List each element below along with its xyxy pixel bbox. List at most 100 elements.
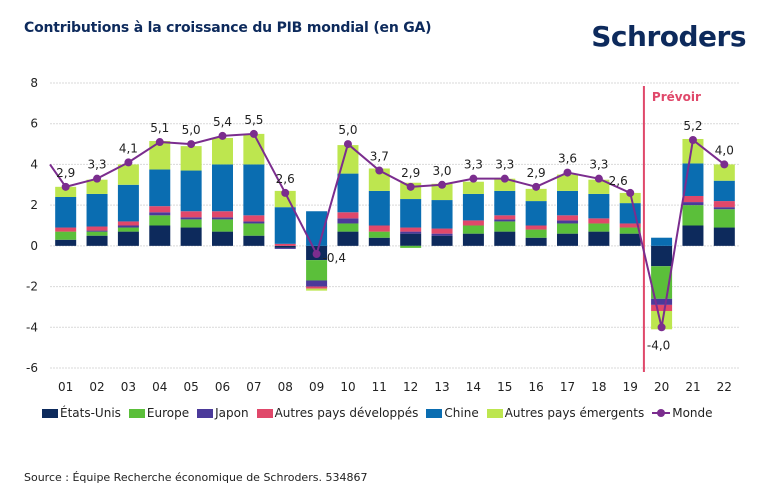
bars xyxy=(55,133,735,330)
bar-segment-chine-14 xyxy=(462,193,484,221)
legend-swatch-icon xyxy=(128,408,145,418)
bar-segment-autres-pays-d-velopp-s-15 xyxy=(494,215,516,220)
bar-segment-japon-03 xyxy=(117,225,139,228)
bar-segment-japon-05 xyxy=(180,217,202,220)
bar-segment-autres-pays-d-velopp-s-16 xyxy=(525,225,547,230)
bar-segment-autres-pays-mergents-04 xyxy=(149,141,171,170)
y-tick-label: 8 xyxy=(30,76,38,90)
world-point-13 xyxy=(438,180,447,189)
bar-segment-autres-pays-mergents-01 xyxy=(55,186,77,197)
bar-segment-autres-pays-mergents-18 xyxy=(588,179,610,194)
bar-segment--tats-unis-21 xyxy=(682,225,704,246)
bar-segment-autres-pays-d-velopp-s-05 xyxy=(180,211,202,218)
y-tick-label: 6 xyxy=(30,117,38,131)
bar-segment-autres-pays-d-velopp-s-20 xyxy=(651,304,673,311)
bar-segment-chine-17 xyxy=(557,190,578,216)
bar-segment--tats-unis-03 xyxy=(117,231,139,246)
legend-swatch-icon xyxy=(256,408,273,418)
x-tick-label: 16 xyxy=(528,380,543,394)
x-tick-label: 05 xyxy=(183,380,198,394)
bar-segment-europe-09 xyxy=(306,260,328,281)
bar-segment-chine-10 xyxy=(337,173,359,213)
world-point-21 xyxy=(688,136,697,144)
legend-line-marker-icon xyxy=(652,408,671,418)
data-label-09: -0,4 xyxy=(323,251,346,265)
world-point-17 xyxy=(563,168,572,177)
x-tick-label: 15 xyxy=(497,380,512,394)
legend-label: Japon xyxy=(215,406,249,420)
bar-segment--tats-unis-15 xyxy=(494,231,516,246)
legend-item-autres-pays-d-velopp-s: Autres pays développés xyxy=(256,406,418,420)
schroders-logo: Schroders xyxy=(591,20,746,53)
x-tick-label: 03 xyxy=(121,380,136,394)
bar-segment-autres-pays-d-velopp-s-10 xyxy=(337,212,359,219)
data-label-16: 2,9 xyxy=(527,166,546,180)
data-label-17: 3,6 xyxy=(558,152,577,166)
bar-segment-europe-03 xyxy=(117,227,139,232)
data-label-18: 3,3 xyxy=(589,158,608,172)
bar-segment-europe-22 xyxy=(713,209,735,228)
world-point-18 xyxy=(594,174,603,183)
data-label-14: 3,3 xyxy=(464,158,483,172)
legend-item-autres-pays-mergents: Autres pays émergents xyxy=(486,406,645,420)
bar-segment-autres-pays-d-velopp-s-07 xyxy=(243,215,265,222)
bar-segment-japon-04 xyxy=(149,212,171,216)
world-point-05 xyxy=(187,140,196,149)
y-tick-label: -6 xyxy=(26,361,38,375)
world-point-22 xyxy=(720,160,729,169)
x-tick-label: 10 xyxy=(340,380,355,394)
world-line xyxy=(49,129,729,332)
data-label-10: 5,0 xyxy=(338,123,357,137)
data-label-05: 5,0 xyxy=(182,123,201,137)
bar-segment-chine-02 xyxy=(86,193,108,227)
world-point-04 xyxy=(155,138,164,147)
bar-segment-chine-15 xyxy=(494,190,516,216)
bar-segment-chine-11 xyxy=(368,190,390,226)
bar-segment-autres-pays-d-velopp-s-18 xyxy=(588,218,610,224)
bar-segment-japon-02 xyxy=(86,230,108,232)
bar-segment-autres-pays-mergents-13 xyxy=(431,183,453,201)
forecast-label: Prévoir xyxy=(652,90,701,104)
bar-segment-chine-18 xyxy=(588,193,610,219)
bar-segment-chine-04 xyxy=(149,169,171,207)
bar-segment--tats-unis-08 xyxy=(274,245,296,248)
bar-segment-japon-09 xyxy=(306,280,328,287)
bar-segment-autres-pays-mergents-10 xyxy=(337,145,359,174)
world-point-08 xyxy=(281,188,290,197)
bar-segment--tats-unis-02 xyxy=(86,235,108,246)
bar-segment--tats-unis-22 xyxy=(713,227,735,246)
bar-segment-chine-22 xyxy=(713,180,735,202)
y-tick-label: 2 xyxy=(30,198,38,212)
data-label-19: 2,6 xyxy=(609,174,628,188)
legend-label: États-Unis xyxy=(60,406,121,420)
bar-segment-japon-15 xyxy=(494,219,516,222)
x-tick-label: 12 xyxy=(403,380,418,394)
data-label-12: 2,9 xyxy=(401,166,420,180)
bar-segment-autres-pays-d-velopp-s-21 xyxy=(682,195,704,203)
x-tick-label: 09 xyxy=(309,380,324,394)
forecast-marker: Prévoir xyxy=(642,86,701,372)
bar-segment-europe-07 xyxy=(243,223,265,236)
data-label-03: 4,1 xyxy=(119,141,138,155)
x-tick-label: 17 xyxy=(560,380,575,394)
bar-segment-autres-pays-mergents-05 xyxy=(180,146,202,171)
x-tick-label: 07 xyxy=(246,380,261,394)
bar-segment-japon-13 xyxy=(431,233,453,236)
bar-segment--tats-unis-14 xyxy=(462,233,484,246)
bar-segment-autres-pays-mergents-02 xyxy=(86,179,108,194)
bar-segment-autres-pays-mergents-14 xyxy=(462,181,484,194)
world-point-15 xyxy=(500,174,509,183)
data-label-08: 2,6 xyxy=(276,172,295,186)
bar-segment-japon-21 xyxy=(682,202,704,206)
world-point-06 xyxy=(218,131,227,140)
bar-segment--tats-unis-18 xyxy=(588,231,610,246)
x-axis-ticks: 01 02 03 04 05 06 07 08 09 10 11 12 13 14 15 16 17 18 19 20… xyxy=(58,380,732,394)
x-tick-label: 06 xyxy=(215,380,230,394)
bar-segment-autres-pays-mergents-07 xyxy=(243,133,265,165)
legend-label: Autres pays émergents xyxy=(504,406,645,420)
bar-segment-autres-pays-d-velopp-s-02 xyxy=(86,226,108,231)
bar-segment--tats-unis-20 xyxy=(651,245,673,267)
x-tick-label: 02 xyxy=(89,380,104,394)
bar-segment-europe-19 xyxy=(619,227,641,234)
